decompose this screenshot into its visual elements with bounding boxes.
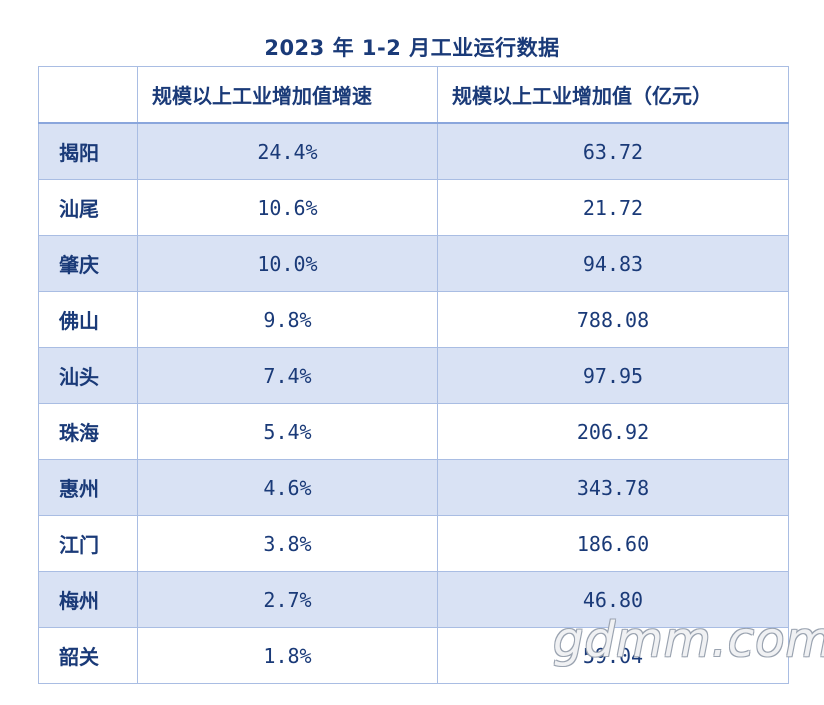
watermark: gdmm.com — [553, 612, 824, 668]
row-city: 肇庆 — [38, 235, 138, 292]
row-city: 珠海 — [38, 403, 138, 460]
industry-data-table: 规模以上工业增加值增速 规模以上工业增加值（亿元） 揭阳 24.4% 63.72… — [38, 66, 789, 684]
header-corner — [38, 66, 138, 124]
header-growth: 规模以上工业增加值增速 — [137, 66, 438, 124]
row-city: 揭阳 — [38, 122, 138, 180]
table-row: 揭阳 24.4% 63.72 — [38, 122, 789, 180]
row-value: 206.92 — [437, 403, 789, 460]
row-value: 94.83 — [437, 235, 789, 292]
table-row: 汕头 7.4% 97.95 — [38, 347, 789, 404]
row-growth: 10.6% — [137, 179, 438, 236]
table-row: 韶关 1.8% 59.04 — [38, 627, 789, 684]
row-city: 惠州 — [38, 459, 138, 516]
row-city: 梅州 — [38, 571, 138, 628]
row-value: 788.08 — [437, 291, 789, 348]
table-row: 肇庆 10.0% 94.83 — [38, 235, 789, 292]
row-growth: 3.8% — [137, 515, 438, 572]
table-header-row: 规模以上工业增加值增速 规模以上工业增加值（亿元） — [38, 66, 789, 124]
row-city: 韶关 — [38, 627, 138, 684]
row-city: 汕尾 — [38, 179, 138, 236]
table-row: 惠州 4.6% 343.78 — [38, 459, 789, 516]
page-title: 2023 年 1-2 月工业运行数据 — [264, 36, 560, 60]
table-row: 江门 3.8% 186.60 — [38, 515, 789, 572]
row-growth: 24.4% — [137, 122, 438, 180]
row-value: 343.78 — [437, 459, 789, 516]
row-city: 佛山 — [38, 291, 138, 348]
row-growth: 5.4% — [137, 403, 438, 460]
row-growth: 2.7% — [137, 571, 438, 628]
row-growth: 7.4% — [137, 347, 438, 404]
row-value: 63.72 — [437, 122, 789, 180]
row-value: 21.72 — [437, 179, 789, 236]
table-row: 汕尾 10.6% 21.72 — [38, 179, 789, 236]
row-growth: 9.8% — [137, 291, 438, 348]
row-value: 186.60 — [437, 515, 789, 572]
row-city: 汕头 — [38, 347, 138, 404]
table-row: 佛山 9.8% 788.08 — [38, 291, 789, 348]
header-value: 规模以上工业增加值（亿元） — [437, 66, 789, 124]
row-growth: 10.0% — [137, 235, 438, 292]
table-row: 珠海 5.4% 206.92 — [38, 403, 789, 460]
row-growth: 4.6% — [137, 459, 438, 516]
row-value: 59.04 — [437, 627, 789, 684]
row-city: 江门 — [38, 515, 138, 572]
row-growth: 1.8% — [137, 627, 438, 684]
table-row: 梅州 2.7% 46.80 — [38, 571, 789, 628]
row-value: 97.95 — [437, 347, 789, 404]
